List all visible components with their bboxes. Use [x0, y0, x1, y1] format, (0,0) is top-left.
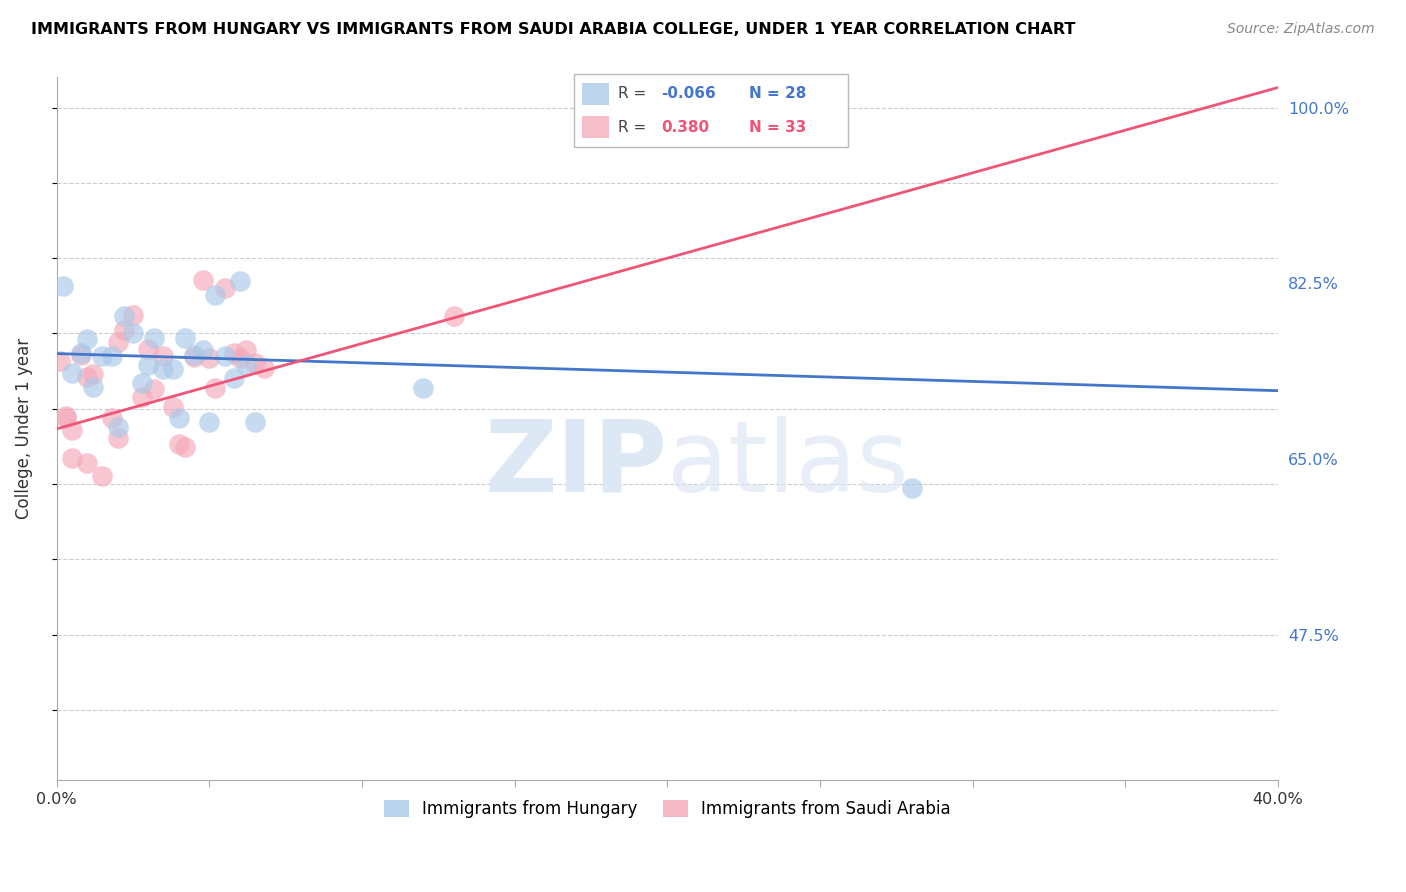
Point [55, 409, 77, 424]
Legend: Immigrants from Hungary, Immigrants from Saudi Arabia: Immigrants from Hungary, Immigrants from… [377, 793, 957, 825]
Point [214, 349, 236, 363]
Text: N = 33: N = 33 [749, 120, 807, 135]
Point [136, 342, 159, 356]
Point [198, 416, 221, 430]
Point [52, 279, 75, 293]
Point [82, 367, 104, 381]
Point [443, 309, 465, 323]
Text: atlas: atlas [668, 416, 910, 513]
Point [214, 281, 236, 295]
Point [152, 362, 174, 376]
Point [82, 380, 104, 394]
Text: 0.380: 0.380 [661, 120, 710, 135]
Point [76, 456, 98, 470]
Y-axis label: College, Under 1 year: College, Under 1 year [15, 338, 32, 519]
Point [136, 358, 159, 372]
Text: ZIP: ZIP [485, 416, 668, 513]
Point [100, 349, 122, 363]
FancyBboxPatch shape [582, 83, 609, 104]
Point [167, 411, 190, 425]
Point [222, 346, 245, 360]
Point [107, 420, 129, 434]
Point [107, 431, 129, 445]
Point [235, 343, 257, 357]
Point [900, 481, 922, 495]
Point [60, 366, 83, 380]
Point [167, 437, 190, 451]
Point [204, 381, 226, 395]
Point [55, 411, 77, 425]
Point [173, 440, 195, 454]
Point [112, 322, 135, 336]
Point [100, 410, 122, 425]
Point [122, 308, 145, 322]
Text: -0.066: -0.066 [661, 87, 716, 102]
Point [229, 351, 252, 365]
Point [122, 326, 145, 341]
Point [193, 343, 215, 357]
Point [91, 349, 114, 363]
Point [107, 334, 129, 349]
Point [112, 309, 135, 323]
Point [204, 288, 226, 302]
Point [143, 382, 166, 396]
Text: Source: ZipAtlas.com: Source: ZipAtlas.com [1227, 22, 1375, 37]
Text: N = 28: N = 28 [749, 87, 807, 102]
Point [412, 381, 434, 395]
Point [131, 376, 153, 390]
Point [152, 349, 174, 363]
Point [253, 361, 276, 376]
Point [183, 348, 205, 362]
Point [193, 273, 215, 287]
Point [60, 423, 83, 437]
Point [76, 332, 98, 346]
Point [131, 390, 153, 404]
Text: R =: R = [617, 120, 651, 135]
Point [162, 362, 184, 376]
Point [229, 274, 252, 288]
Text: IMMIGRANTS FROM HUNGARY VS IMMIGRANTS FROM SAUDI ARABIA COLLEGE, UNDER 1 YEAR CO: IMMIGRANTS FROM HUNGARY VS IMMIGRANTS FR… [31, 22, 1076, 37]
Point [76, 369, 98, 384]
Text: R =: R = [617, 87, 651, 102]
Point [222, 371, 245, 385]
FancyBboxPatch shape [574, 74, 848, 147]
Point [198, 351, 221, 365]
Point [235, 358, 257, 372]
Point [183, 350, 205, 364]
Point [243, 356, 266, 370]
Point [143, 331, 166, 345]
FancyBboxPatch shape [582, 117, 609, 138]
Point [162, 401, 184, 415]
Point [91, 469, 114, 483]
Point [70, 348, 93, 362]
Point [243, 415, 266, 429]
Point [48, 354, 70, 368]
Point [173, 330, 195, 344]
Point [70, 346, 93, 360]
Point [60, 450, 83, 465]
